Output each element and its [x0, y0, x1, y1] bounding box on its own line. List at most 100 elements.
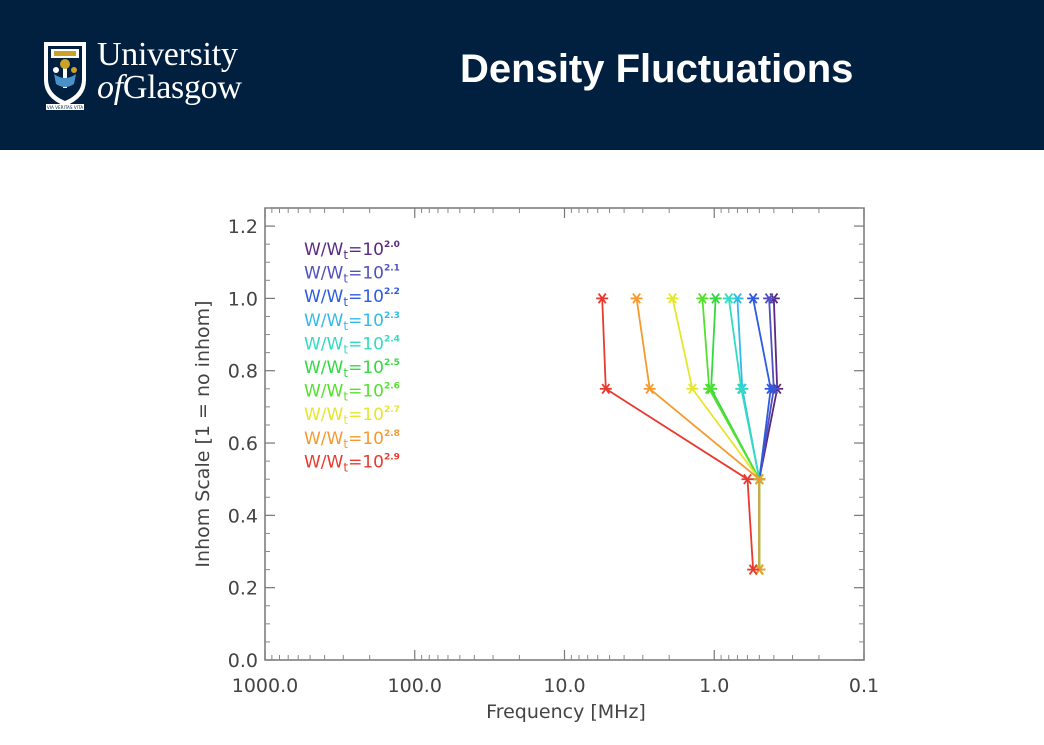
- series-lines: [601, 298, 779, 570]
- legend-entry-part: 2.2: [384, 287, 400, 297]
- axis-ticks: [264, 207, 865, 661]
- series-line-w-w-t-10-2-9: [601, 298, 754, 570]
- legend-entry-part: =10: [348, 240, 384, 260]
- data-point-marker: [735, 383, 748, 395]
- asterisk-stroke: [733, 293, 742, 304]
- asterisk-stroke: [755, 564, 764, 575]
- data-point-marker: [643, 383, 656, 395]
- legend-entry-part: t: [343, 413, 348, 427]
- asterisk-stroke: [597, 293, 607, 304]
- y-tick-label: 0.2: [228, 578, 258, 600]
- data-point-marker: [599, 383, 612, 395]
- asterisk-stroke: [698, 293, 707, 304]
- frequency-inhom-chart: 0.0 0.2 0.4 0.6 0.8 1.0 1.2 1000.0 100.0 10.0 1.0…: [192, 207, 879, 723]
- legend-entry: W/Wt=102.7: [304, 405, 400, 427]
- legend-entry-part: 2.3: [384, 311, 400, 321]
- y-tick-labels: 0.0 0.2 0.4 0.6 0.8 1.0 1.2: [228, 216, 258, 672]
- y-tick-label: 0.6: [228, 433, 258, 455]
- legend-entry: W/Wt=102.0: [304, 240, 400, 262]
- legend-entry-part: =10: [348, 334, 384, 354]
- data-point-marker: [666, 293, 679, 304]
- asterisk-stroke: [668, 293, 677, 304]
- legend-entry: W/Wt=102.4: [304, 334, 400, 356]
- x-axis-label: Frequency [MHz]: [486, 701, 646, 723]
- legend-entry-part: W/W: [304, 452, 344, 472]
- legend-entry-part: W/W: [304, 334, 344, 354]
- slide-title: Density Fluctuations: [460, 47, 854, 91]
- asterisk-stroke: [645, 383, 654, 395]
- y-tick-label: 0.4: [228, 505, 258, 527]
- y-tick-label: 1.2: [228, 216, 258, 238]
- legend-entry: W/Wt=102.2: [304, 287, 400, 309]
- data-point-marker: [747, 293, 760, 304]
- y-tick-label: 0.0: [228, 650, 258, 672]
- legend-entry-part: =10: [348, 264, 384, 284]
- legend-entry-part: 2.0: [384, 240, 400, 250]
- x-tick-label: 1000.0: [232, 675, 298, 697]
- x-tick-label: 1.0: [699, 675, 729, 697]
- legend-entry-part: =10: [348, 452, 384, 472]
- legend-entry-part: 2.9: [384, 452, 400, 462]
- legend-entry-part: t: [343, 272, 348, 286]
- legend-entry-part: t: [343, 437, 348, 451]
- data-point-marker: [722, 293, 735, 304]
- legend-entry-part: =10: [348, 311, 384, 331]
- legend-entry-part: =10: [348, 358, 384, 378]
- legend-entry-part: 2.5: [384, 358, 400, 368]
- legend-entry-part: =10: [348, 429, 384, 449]
- asterisk-stroke: [736, 383, 746, 395]
- university-logo: VIA VERITAS VITA University ofGlasgow: [42, 38, 262, 114]
- legend-entry-part: W/W: [304, 429, 344, 449]
- legend-entry-part: =10: [348, 287, 384, 307]
- legend-entry-part: t: [343, 295, 348, 309]
- legend-entry-part: 2.6: [384, 382, 400, 392]
- legend-entry-part: W/W: [304, 405, 344, 425]
- legend-entry-part: W/W: [304, 382, 344, 402]
- legend-entry-part: t: [343, 342, 348, 356]
- asterisk-stroke: [704, 383, 714, 395]
- legend-entry-part: 2.1: [384, 264, 400, 274]
- asterisk-stroke: [688, 383, 697, 395]
- asterisk-stroke: [748, 293, 758, 304]
- legend: W/Wt=102.0W/Wt=102.1W/Wt=102.2W/Wt=102.3…: [304, 240, 400, 474]
- asterisk-stroke: [766, 383, 775, 395]
- x-tick-label: 10.0: [543, 675, 585, 697]
- series-line-w-w-t-10-2-0: [758, 298, 779, 570]
- series-markers: [596, 293, 784, 575]
- asterisk-stroke: [755, 473, 764, 485]
- series-line-w-w-t-10-2-8: [635, 298, 761, 570]
- legend-entry-part: t: [343, 390, 348, 404]
- logo-glasgow: Glasgow: [122, 69, 242, 106]
- y-axis-label: Inhom Scale [1 = no inhom]: [192, 300, 214, 567]
- legend-entry-part: t: [343, 248, 348, 262]
- legend-entry-part: t: [343, 460, 348, 474]
- legend-entry-part: W/W: [304, 311, 344, 331]
- crest-icon: VIA VERITAS VITA: [44, 42, 86, 110]
- legend-entry: W/Wt=102.5: [304, 358, 400, 380]
- y-tick-label: 1.0: [228, 288, 258, 310]
- legend-entry: W/Wt=102.6: [304, 382, 400, 404]
- legend-entry-part: t: [343, 366, 348, 380]
- asterisk-stroke: [743, 473, 752, 485]
- asterisk-stroke: [711, 293, 720, 304]
- legend-entry-part: 2.4: [384, 334, 400, 344]
- logo-of: of: [97, 69, 123, 106]
- legend-entry-part: =10: [348, 382, 384, 402]
- data-point-marker: [709, 293, 722, 304]
- data-point-marker: [747, 564, 760, 575]
- slide-header: VIA VERITAS VITA University ofGlasgow De…: [0, 0, 1044, 150]
- logo-motto: VIA VERITAS VITA: [47, 105, 83, 110]
- legend-entry-part: 2.8: [384, 429, 400, 439]
- series-line-w-w-t-10-2-3: [736, 298, 761, 570]
- y-tick-label: 0.8: [228, 361, 258, 383]
- data-point-marker: [686, 383, 699, 395]
- logo-line-glasgow: ofGlasgow: [97, 69, 242, 106]
- legend-entry: W/Wt=102.8: [304, 429, 400, 451]
- asterisk-stroke: [764, 293, 774, 304]
- x-tick-label: 0.1: [849, 675, 879, 697]
- data-point-marker: [763, 293, 776, 304]
- logo-wordmark: University ofGlasgow: [97, 38, 242, 106]
- legend-entry: W/Wt=102.1: [304, 264, 400, 286]
- legend-entry-part: =10: [348, 405, 384, 425]
- data-point-marker: [596, 293, 609, 304]
